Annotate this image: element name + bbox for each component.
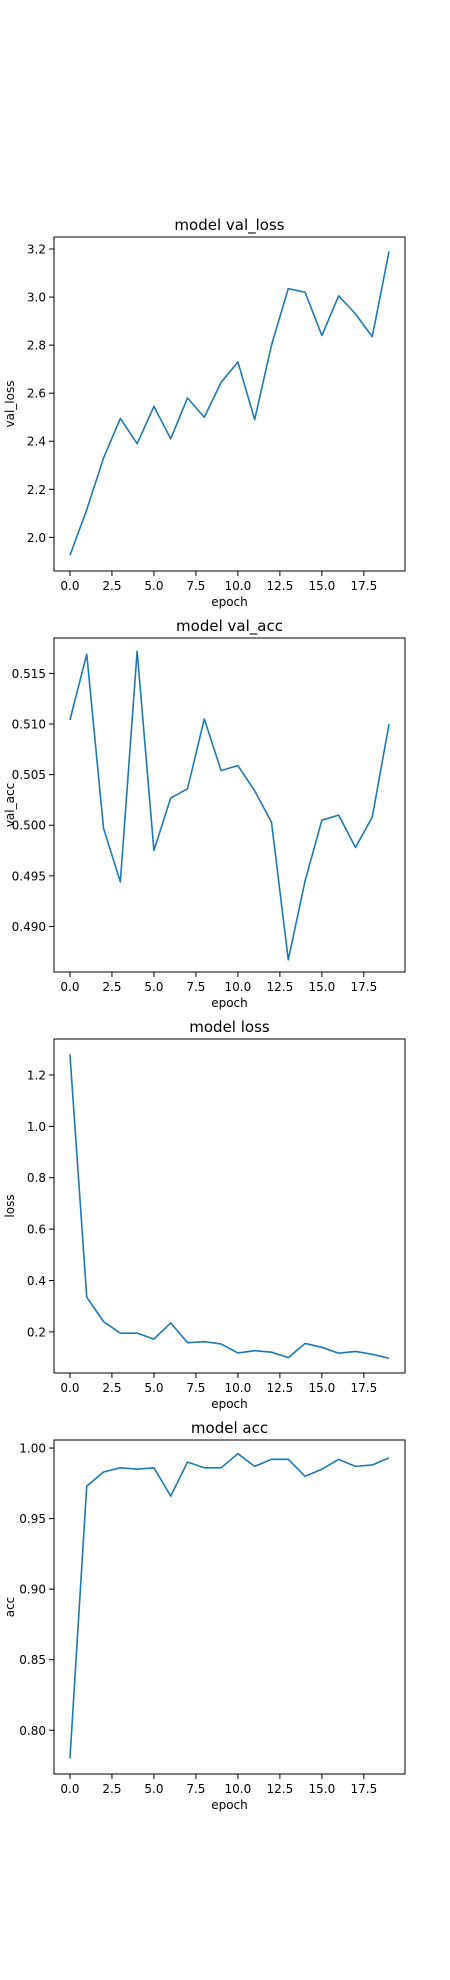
chart2-xtick-label: 5.0 — [144, 980, 163, 994]
chart2-xtick-label: 2.5 — [102, 980, 121, 994]
chart3-title: model loss — [189, 1018, 270, 1036]
chart3-xtick-label: 5.0 — [144, 1381, 163, 1395]
chart1-ytick-label: 2.0 — [27, 531, 46, 545]
chart4-ytick-label: 0.90 — [19, 1583, 46, 1597]
chart1-series-line — [69, 251, 390, 556]
chart2-ytick-label: 0.515 — [12, 667, 46, 681]
chart2-title: model val_acc — [176, 617, 283, 636]
chart2-ytick-label: 0.510 — [12, 718, 46, 732]
chart3-xtick-label: 17.5 — [350, 1381, 377, 1395]
chart1-xtick-label: 5.0 — [144, 579, 163, 593]
chart1-xtick-label: 17.5 — [350, 579, 377, 593]
chart4-xtick-label: 5.0 — [144, 1782, 163, 1796]
chart2-plot-frame — [53, 637, 406, 973]
chart4-ytick-label: 0.85 — [19, 1653, 46, 1667]
chart2-ytick-label: 0.490 — [12, 920, 46, 934]
chart3-ytick-label: 0.8 — [27, 1171, 46, 1185]
chart3-ylabel: loss — [3, 1194, 17, 1217]
chart2-xtick-label: 17.5 — [350, 980, 377, 994]
chart4-xtick-label: 7.5 — [186, 1782, 205, 1796]
chart2-ytick-label: 0.495 — [12, 869, 46, 883]
chart4-xtick-label: 2.5 — [102, 1782, 121, 1796]
chart3-ytick-label: 0.2 — [27, 1325, 46, 1339]
chart1-xtick-label: 12.5 — [267, 579, 294, 593]
chart1-ytick-label: 2.4 — [27, 435, 46, 449]
chart4-ytick-label: 0.95 — [19, 1512, 46, 1526]
chart2-xtick-label: 10.0 — [225, 980, 252, 994]
chart4-ytick-label: 1.00 — [19, 1442, 46, 1456]
chart4-xtick-label: 10.0 — [225, 1782, 252, 1796]
chart4-xtick-label: 17.5 — [350, 1782, 377, 1796]
chart1-ytick-label: 3.0 — [27, 291, 46, 305]
chart2-xlabel: epoch — [211, 996, 248, 1010]
chart3-ytick-label: 0.6 — [27, 1223, 46, 1237]
chart1-ytick-label: 2.2 — [27, 483, 46, 497]
chart3-xtick-label: 2.5 — [102, 1381, 121, 1395]
chart1-xtick-label: 0.0 — [60, 579, 79, 593]
chart2-xtick-label: 7.5 — [186, 980, 205, 994]
chart4-series-line — [69, 1452, 390, 1759]
chart3-ytick-label: 1.2 — [27, 1068, 46, 1082]
chart1-ylabel: val_loss — [3, 381, 17, 428]
chart1-ytick-label: 2.6 — [27, 387, 46, 401]
chart3-xtick-label: 0.0 — [60, 1381, 79, 1395]
chart1-xtick-label: 15.0 — [309, 579, 336, 593]
chart3-series-line — [69, 1054, 390, 1360]
chart1-plot-frame — [53, 236, 406, 572]
chart1-xtick-label: 2.5 — [102, 579, 121, 593]
chart1-ytick-label: 3.2 — [27, 243, 46, 257]
chart3-ytick-label: 1.0 — [27, 1120, 46, 1134]
chart4-xtick-label: 12.5 — [267, 1782, 294, 1796]
chart3-xtick-label: 7.5 — [186, 1381, 205, 1395]
chart1-xtick-label: 7.5 — [186, 579, 205, 593]
chart3-xtick-label: 10.0 — [225, 1381, 252, 1395]
chart2-ylabel: val_acc — [3, 783, 17, 827]
chart4-ylabel: acc — [3, 1597, 17, 1618]
chart3-ytick-label: 0.4 — [27, 1274, 46, 1288]
chart2-ytick-label: 0.500 — [12, 819, 46, 833]
chart4-xtick-label: 15.0 — [309, 1782, 336, 1796]
chart3-xtick-label: 15.0 — [309, 1381, 336, 1395]
chart4-title: model acc — [191, 1419, 268, 1437]
chart3-xtick-label: 12.5 — [267, 1381, 294, 1395]
chart4-xtick-label: 0.0 — [60, 1782, 79, 1796]
chart1-xtick-label: 10.0 — [225, 579, 252, 593]
chart1-xlabel: epoch — [211, 595, 248, 609]
chart2-ytick-label: 0.505 — [12, 768, 46, 782]
chart2-xtick-label: 12.5 — [267, 980, 294, 994]
chart3-plot-frame — [53, 1038, 406, 1374]
chart3-xlabel: epoch — [211, 1397, 248, 1411]
chart1-title: model val_loss — [174, 216, 284, 235]
chart4-ytick-label: 0.80 — [19, 1724, 46, 1738]
chart2-xtick-label: 15.0 — [309, 980, 336, 994]
chart2-xtick-label: 0.0 — [60, 980, 79, 994]
chart4-xlabel: epoch — [211, 1798, 248, 1812]
chart2-series-line — [69, 650, 390, 961]
chart4-plot-frame — [53, 1439, 406, 1775]
chart1-ytick-label: 2.8 — [27, 339, 46, 353]
